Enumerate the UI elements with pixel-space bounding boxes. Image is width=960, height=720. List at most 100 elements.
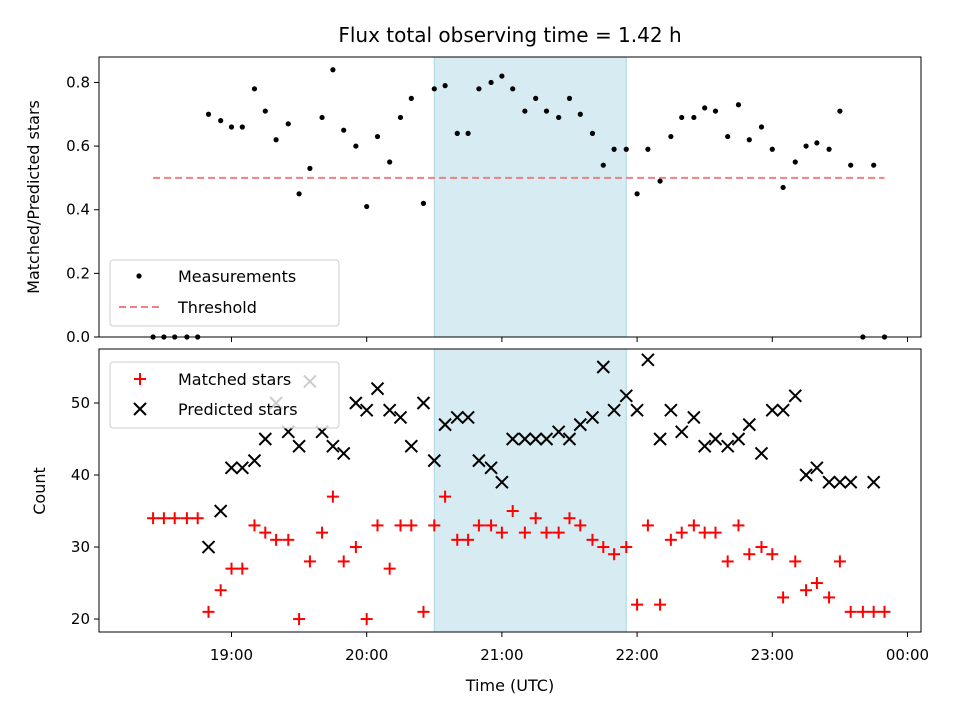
matched-star-point — [641, 519, 654, 532]
predicted-star-point — [393, 410, 408, 425]
measurement-point — [510, 86, 516, 92]
y-tick-label: 0.8 — [66, 73, 90, 91]
matched-star-point — [687, 519, 700, 532]
predicted-star-point — [788, 389, 802, 403]
measurement-point — [218, 118, 224, 124]
predicted-star-point — [799, 468, 813, 482]
predicted-star-point — [810, 461, 824, 475]
predicted-star-point — [641, 353, 655, 367]
matched-star-point — [552, 526, 565, 539]
matched-star-point — [675, 526, 688, 539]
predicted-star-point — [495, 475, 509, 489]
predicted-star-point — [359, 403, 374, 417]
matched-star-point — [833, 555, 846, 568]
matched-star-point — [766, 548, 779, 561]
predicted-star-point — [382, 403, 397, 417]
measurement-point — [319, 114, 325, 121]
matched-star-point — [462, 533, 475, 546]
matched-star-point — [597, 541, 610, 554]
measurement-point — [577, 111, 583, 117]
predicted-star-point — [765, 403, 779, 417]
predicted-star-point — [562, 432, 577, 446]
matched-star-point — [867, 605, 880, 618]
predicted-star-point — [247, 453, 262, 468]
predicted-star-point — [427, 453, 441, 468]
top-panel: 0.00.20.40.60.8 Matched/Predicted stars … — [24, 56, 922, 346]
measurement-point — [533, 95, 539, 101]
top-highlight-span — [433, 56, 627, 338]
predicted-star-point — [539, 432, 554, 446]
predicted-star-point — [235, 461, 250, 475]
matched-star-point — [451, 533, 464, 546]
predicted-star-point — [664, 403, 678, 417]
predicted-star-point — [720, 439, 735, 453]
predicted-star-point — [697, 439, 712, 453]
matched-star-point — [709, 526, 722, 539]
measurement-point — [746, 137, 752, 143]
matched-star-point — [394, 519, 407, 532]
matched-star-point — [529, 512, 542, 525]
measurement-point — [307, 165, 313, 171]
x-tick-label: 00:00 — [886, 646, 929, 664]
measurement-point — [871, 162, 877, 168]
predicted-star-point — [484, 461, 498, 475]
matched-star-point — [147, 512, 160, 525]
measurement-point — [712, 108, 719, 114]
measurement-point — [634, 191, 640, 197]
y-tick-label: 0.0 — [66, 328, 90, 346]
matched-star-point — [777, 591, 790, 604]
predicted-star-point — [349, 396, 363, 410]
measurement-point — [702, 105, 708, 111]
matched-star-point — [259, 526, 272, 539]
matched-star-point — [518, 526, 531, 539]
predicted-star-point — [224, 461, 239, 475]
legend-predicted-label: Predicted stars — [178, 400, 298, 419]
matched-star-point — [755, 541, 768, 554]
measurement-point — [285, 121, 291, 127]
matched-star-point — [417, 605, 430, 618]
predicted-star-point — [528, 432, 543, 446]
measurement-point — [488, 79, 494, 86]
measurement-point — [691, 114, 697, 121]
matched-star-point — [664, 533, 677, 546]
predicted-star-point — [674, 425, 689, 439]
matched-star-point — [157, 512, 170, 525]
measurement-point — [522, 108, 528, 114]
measurement-point — [543, 108, 550, 114]
matched-star-point — [810, 577, 823, 590]
measurement-point — [735, 102, 742, 108]
matched-star-point — [202, 605, 215, 618]
matched-star-point — [586, 533, 599, 546]
measurement-point — [296, 191, 302, 197]
predicted-star-point — [258, 432, 272, 446]
matched-star-point — [506, 505, 519, 518]
predicted-star-point — [776, 403, 790, 417]
matched-star-point — [270, 533, 283, 546]
predicted-star-point — [326, 439, 340, 453]
measurement-point — [341, 127, 347, 133]
measurement-point — [645, 146, 651, 152]
measurement-point — [780, 184, 786, 191]
predicted-star-point — [518, 432, 532, 446]
measurement-point — [826, 146, 832, 152]
predicted-star-point — [292, 439, 306, 453]
legend-predicted-marker — [133, 402, 147, 416]
measurement-point — [589, 130, 596, 136]
matched-star-point — [698, 526, 711, 539]
measurement-point — [431, 86, 437, 92]
y-tick-label: 0.6 — [66, 137, 90, 155]
matched-star-point — [721, 555, 734, 568]
predicted-star-point — [822, 475, 836, 489]
measurement-point — [623, 146, 629, 152]
matched-star-point — [180, 512, 193, 525]
top-legend: Measurements Threshold — [109, 259, 340, 327]
measurement-point — [387, 159, 393, 165]
x-tick-label: 22:00 — [615, 646, 658, 664]
legend-matched-marker — [134, 373, 146, 385]
matched-star-point — [800, 584, 813, 597]
matched-star-point — [856, 605, 869, 618]
y-tick-label: 20 — [71, 610, 90, 628]
legend-matched-label: Matched stars — [178, 370, 291, 389]
matched-star-point — [789, 555, 802, 568]
measurement-point — [442, 83, 448, 89]
